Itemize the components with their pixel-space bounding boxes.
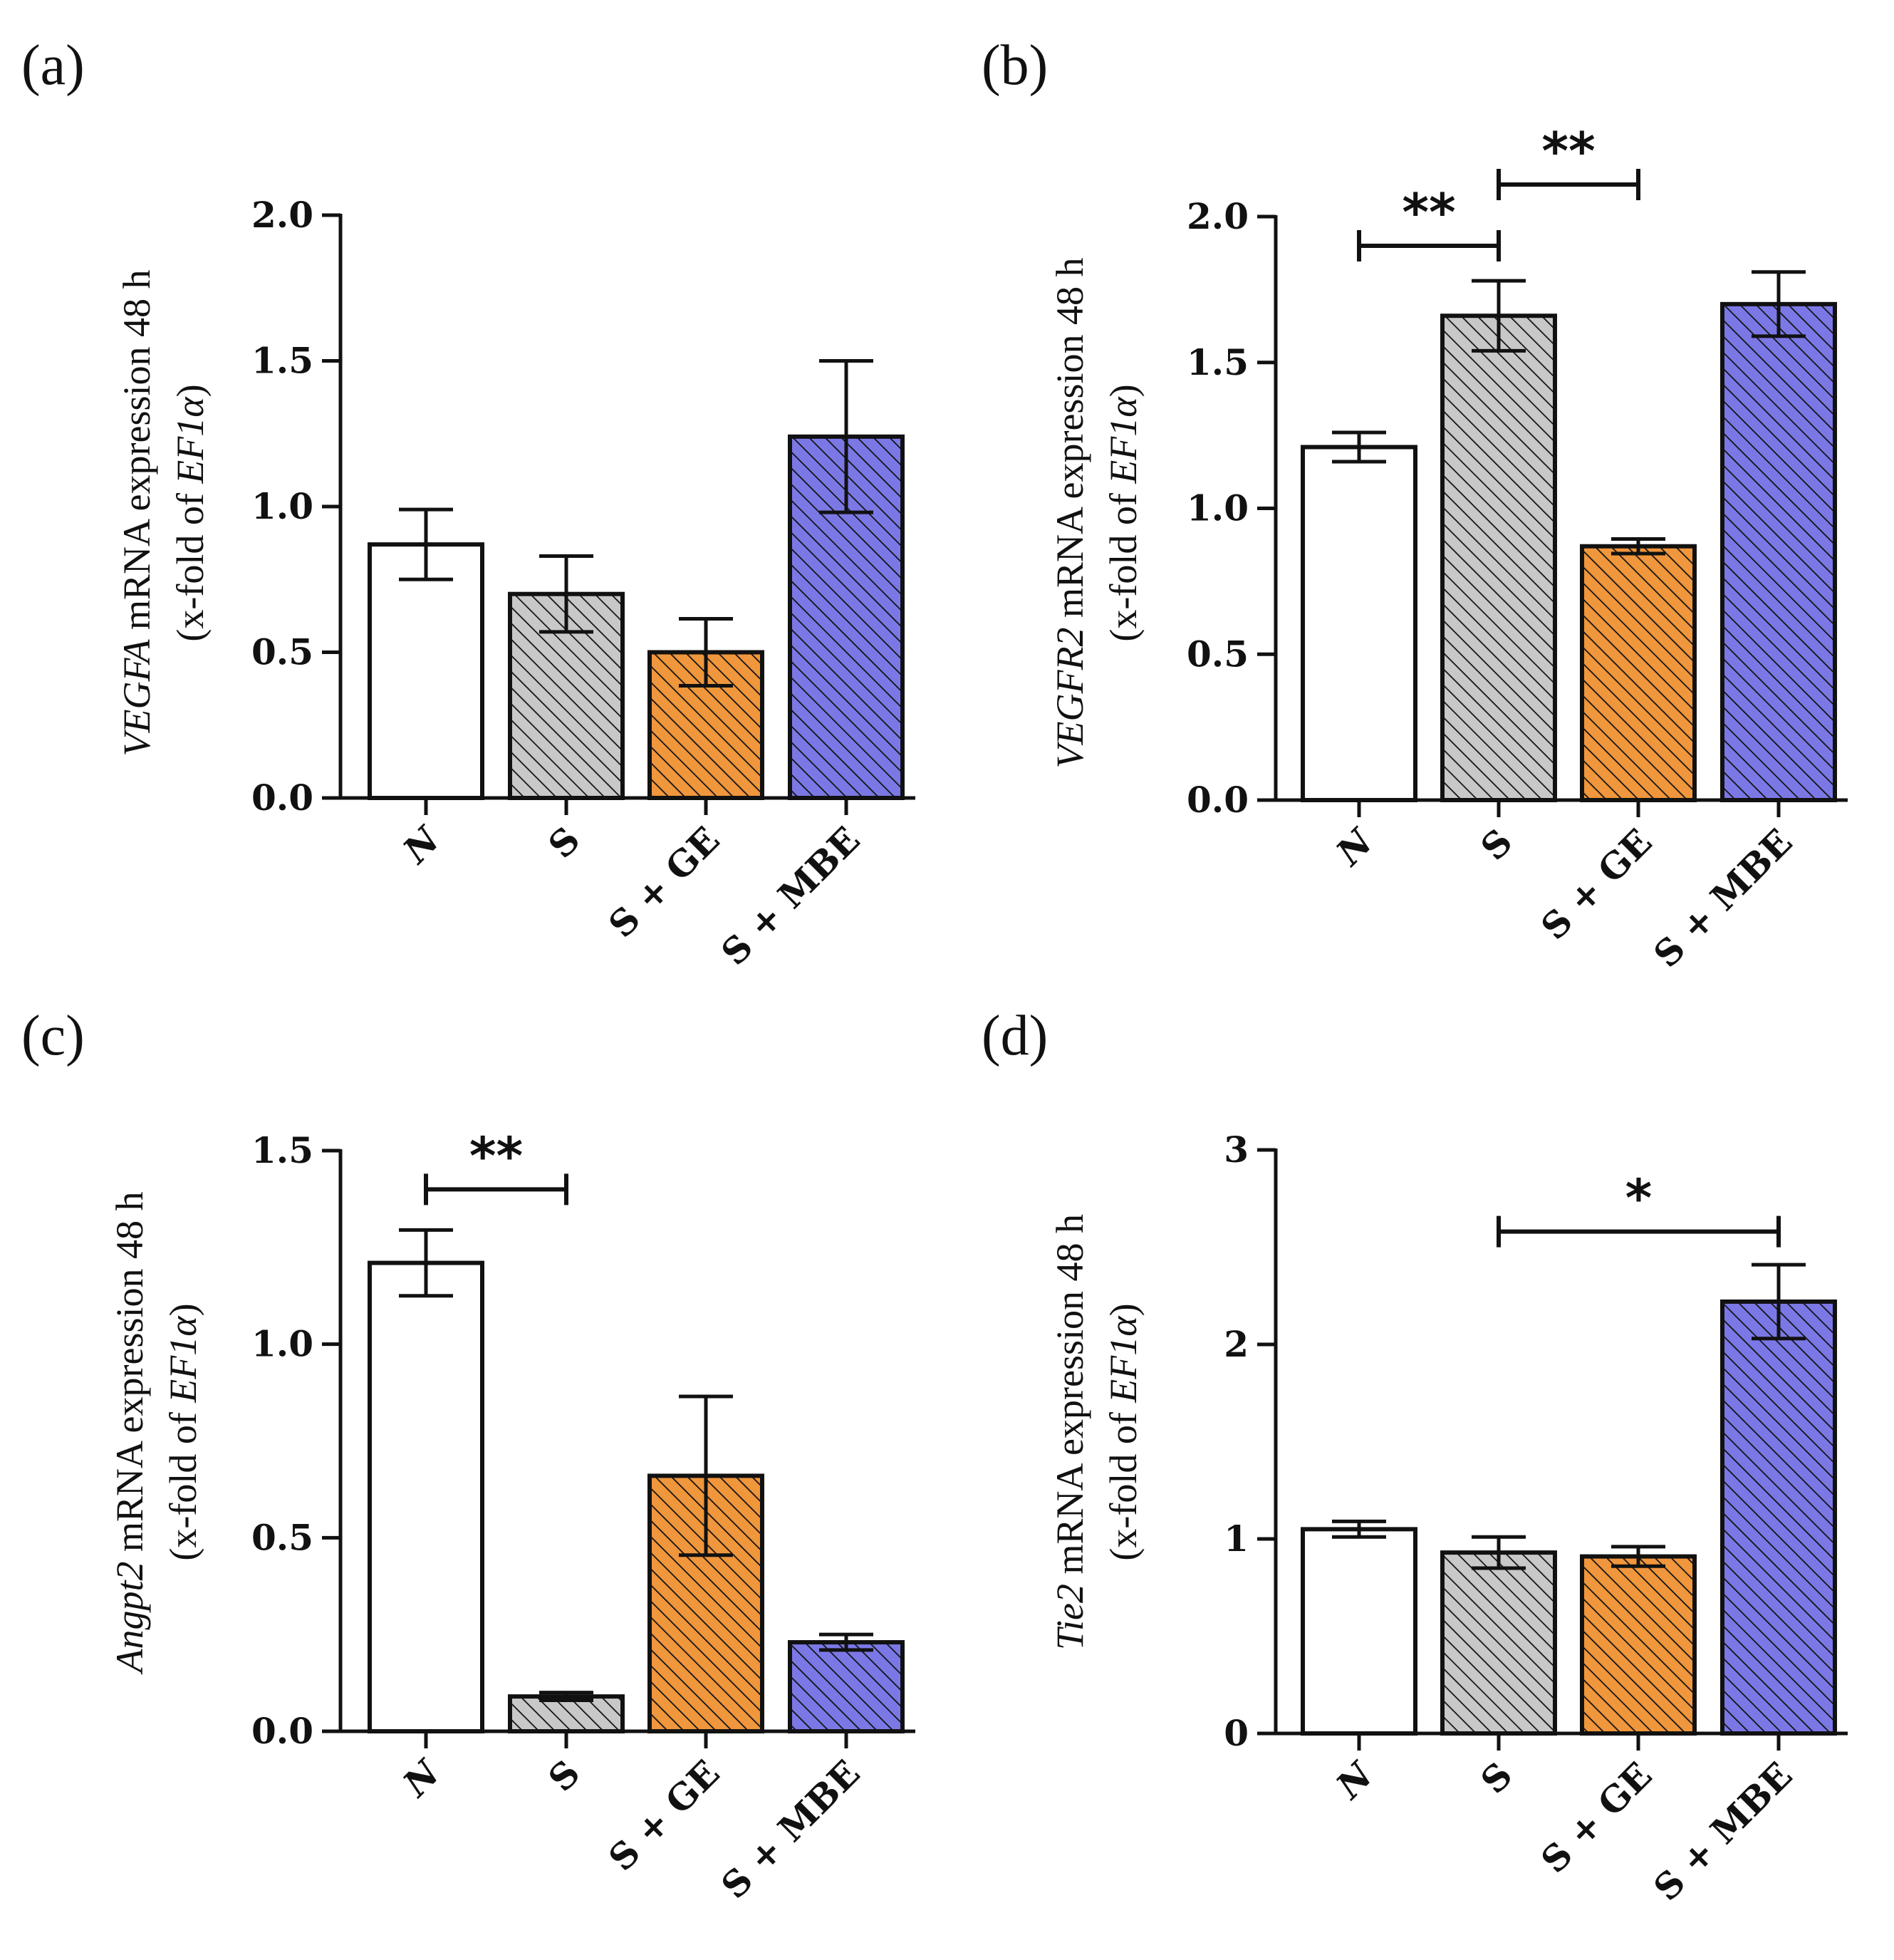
bar-1 xyxy=(1303,1529,1415,1733)
y-axis-subtitle-prefix: (x-fold of xyxy=(169,484,212,642)
y-axis-subtitle-suffix: ) xyxy=(169,384,212,397)
bar-hatch-2 xyxy=(1442,1552,1555,1733)
y-axis-title-text: mRNA expression 48 h xyxy=(108,1192,151,1562)
y-axis-subtitle-prefix: (x-fold of xyxy=(1102,1403,1145,1561)
y-axis-title-line-2: (x-fold of EF1α) xyxy=(162,1303,204,1560)
y-axis-title-line-1: VEGFR2 mRNA expression 48 h xyxy=(1049,258,1091,769)
x-category-label: N xyxy=(394,817,449,872)
y-axis-reference-gene: EF1α xyxy=(1102,1315,1145,1404)
bar-hatch-4 xyxy=(1722,1301,1835,1733)
y-axis-gene-name: Angpt2 xyxy=(108,1562,151,1675)
x-category-label: N xyxy=(1327,819,1382,874)
x-category-label: S xyxy=(540,1752,588,1800)
bar-hatch-3 xyxy=(1582,1556,1695,1733)
y-axis-title-line-2: (x-fold of EF1α) xyxy=(1102,1303,1145,1560)
x-category-label: S + GE xyxy=(1533,1754,1660,1882)
panel-d: (d) Tie2 mRNA expression 48 h (x-fold of E… xyxy=(982,1005,1848,1909)
panel-label: (c) xyxy=(21,1005,85,1067)
significance-label: ** xyxy=(1402,182,1455,242)
y-tick-label: 1.5 xyxy=(251,340,313,382)
y-tick-label: 2.0 xyxy=(1187,195,1249,237)
y-tick-label: 0.5 xyxy=(251,631,313,673)
y-tick-label: 0.0 xyxy=(251,1710,313,1752)
x-category-label: S + GE xyxy=(1533,821,1660,948)
y-axis-title-line-1: Tie2 mRNA expression 48 h xyxy=(1049,1214,1091,1650)
bar-1 xyxy=(1303,447,1415,800)
y-axis-title-line-2: (x-fold of EF1α) xyxy=(1102,384,1145,641)
x-category-label: S xyxy=(540,819,588,866)
y-axis-gene-name: VEGFR2 xyxy=(1049,628,1091,769)
bar-hatch-4 xyxy=(790,1642,902,1731)
significance-label: * xyxy=(1625,1168,1653,1228)
bar-hatch-2 xyxy=(1442,316,1555,801)
y-axis-subtitle-suffix: ) xyxy=(162,1303,204,1316)
x-category-label: S + MBE xyxy=(713,819,868,973)
y-tick-label: 0 xyxy=(1224,1712,1249,1754)
y-axis-reference-gene: EF1α xyxy=(1102,396,1145,484)
panel-c: (c) Angpt2 mRNA expression 48 h (x-fold of… xyxy=(21,1005,915,1907)
y-axis-subtitle-suffix: ) xyxy=(1102,384,1145,397)
y-tick-label: 0.0 xyxy=(1187,779,1249,821)
panel-label: (a) xyxy=(21,34,85,97)
bar-hatch-3 xyxy=(1582,546,1695,800)
y-axis-reference-gene: EF1α xyxy=(162,1315,204,1404)
x-category-label: N xyxy=(1327,1753,1382,1808)
y-tick-label: 1 xyxy=(1224,1518,1249,1560)
significance-label: ** xyxy=(469,1126,523,1186)
y-axis-title-line-1: VEGFA mRNA expression 48 h xyxy=(115,270,158,757)
y-axis-title-line-2: (x-fold of EF1α) xyxy=(169,384,212,641)
y-axis-gene-name: Tie2 xyxy=(1049,1584,1091,1650)
panel-b: (b) VEGFR2 mRNA expression 48 h (x-fold of… xyxy=(982,34,1848,975)
panel-label: (b) xyxy=(982,34,1048,97)
y-axis-subtitle-suffix: ) xyxy=(1102,1303,1145,1316)
y-axis-title-line-1: Angpt2 mRNA expression 48 h xyxy=(108,1192,151,1675)
bar-hatch-2 xyxy=(510,1696,623,1731)
y-tick-label: 1.5 xyxy=(1187,341,1249,383)
y-axis-subtitle-prefix: (x-fold of xyxy=(1102,484,1145,642)
y-axis-reference-gene: EF1α xyxy=(169,396,212,484)
bar-hatch-4 xyxy=(1722,304,1835,801)
x-category-label: S + GE xyxy=(600,1752,728,1879)
bar-1 xyxy=(370,544,482,798)
x-category-label: S xyxy=(1472,1754,1520,1802)
y-axis-gene-name: VEGFA xyxy=(115,639,158,757)
panel-label: (d) xyxy=(982,1005,1048,1067)
x-category-label: S + MBE xyxy=(713,1752,868,1907)
y-tick-label: 0.5 xyxy=(1187,633,1249,675)
y-axis-subtitle-prefix: (x-fold of xyxy=(162,1403,204,1561)
y-tick-label: 2 xyxy=(1224,1323,1249,1365)
y-tick-label: 2.0 xyxy=(251,194,313,236)
y-axis-title-text: mRNA expression 48 h xyxy=(115,270,158,640)
x-category-label: S + MBE xyxy=(1645,821,1800,975)
x-category-label: S + GE xyxy=(600,819,728,946)
y-tick-label: 3 xyxy=(1224,1129,1249,1171)
bar-1 xyxy=(370,1262,482,1731)
x-category-label: S xyxy=(1472,821,1520,868)
panel-a: (a) VEGFA mRNA expression 48 h (x-fold of … xyxy=(21,34,915,973)
significance-label: ** xyxy=(1541,121,1595,181)
y-axis-title-text: mRNA expression 48 h xyxy=(1049,1214,1091,1584)
y-tick-label: 1.0 xyxy=(251,1323,313,1365)
y-tick-label: 1.0 xyxy=(251,485,313,527)
y-tick-label: 0.0 xyxy=(251,777,313,819)
x-category-label: N xyxy=(394,1751,449,1805)
y-tick-label: 0.5 xyxy=(251,1516,313,1558)
y-tick-label: 1.0 xyxy=(1187,487,1249,529)
y-tick-label: 1.5 xyxy=(251,1129,313,1171)
x-category-label: S + MBE xyxy=(1645,1754,1800,1909)
y-axis-title-text: mRNA expression 48 h xyxy=(1049,258,1091,628)
